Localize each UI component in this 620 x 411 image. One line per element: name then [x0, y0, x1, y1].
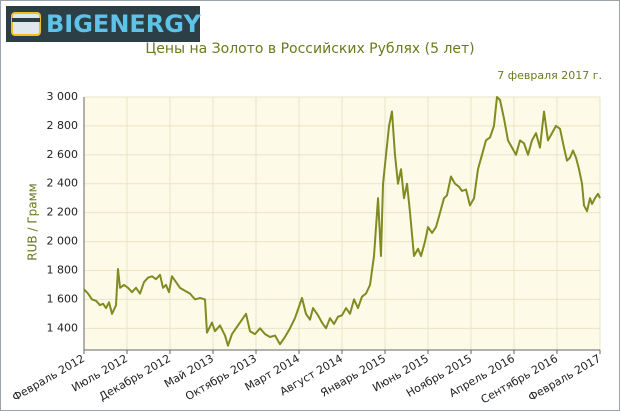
y-tick-label: 2 600: [47, 148, 79, 161]
y-tick-label: 2 200: [47, 206, 79, 219]
y-tick-label: 1 800: [47, 263, 79, 276]
y-tick-label: 2 000: [47, 235, 79, 248]
logo-text: BIGENERGY: [46, 10, 201, 38]
y-tick-label: 2 800: [47, 119, 79, 132]
price-line: [83, 96, 601, 347]
y-tick-label: 2 400: [47, 177, 79, 190]
y-axis-label: RUB / Грамм: [26, 183, 40, 260]
y-tick-label: 1 400: [47, 321, 79, 334]
chart-title: Цены на Золото в Российских Рублях (5 ле…: [145, 41, 474, 57]
y-tick-label: 1 600: [47, 292, 79, 305]
logo-icon-stripe: [12, 18, 40, 22]
logo: BIGENERGY: [6, 6, 201, 42]
logo-icon: [11, 12, 41, 36]
y-tick-label: 3 000: [47, 90, 79, 103]
chart-subtitle: 7 февраля 2017 г.: [497, 69, 602, 82]
